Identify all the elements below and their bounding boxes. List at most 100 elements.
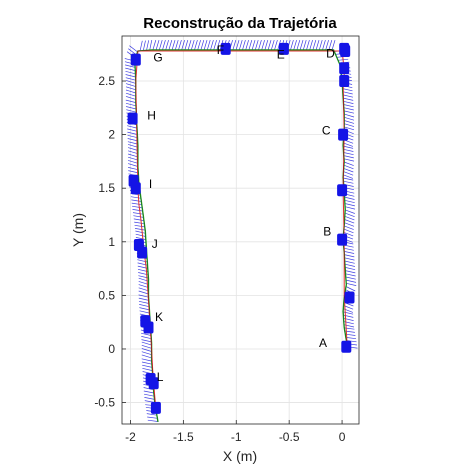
path-line bbox=[134, 49, 348, 422]
pose-arrow bbox=[132, 205, 143, 209]
pose-arrow bbox=[296, 40, 301, 50]
pose-arrow bbox=[143, 390, 154, 394]
pose-arrow bbox=[141, 361, 152, 365]
pose-arrow bbox=[344, 215, 355, 221]
pose-arrow bbox=[142, 367, 153, 371]
y-tick-label: 0 bbox=[108, 342, 115, 356]
pose-arrow bbox=[343, 155, 354, 159]
pose-arrow bbox=[134, 224, 145, 228]
pose-arrow bbox=[274, 40, 278, 50]
x-tick-label: -1.5 bbox=[173, 430, 194, 444]
pose-arrow bbox=[203, 40, 208, 50]
pose-arrow bbox=[345, 276, 356, 280]
pose-marker bbox=[220, 42, 231, 55]
pose-arrow bbox=[343, 100, 354, 104]
pose-marker bbox=[341, 340, 352, 353]
pose-arrow bbox=[128, 167, 139, 171]
pose-arrow bbox=[345, 270, 356, 274]
pose-arrow bbox=[264, 40, 269, 50]
pose-arrow bbox=[138, 287, 149, 292]
x-axis-label: X (m) bbox=[223, 448, 257, 464]
pose-arrow bbox=[141, 341, 152, 346]
pose-arrow bbox=[126, 106, 137, 110]
pose-arrow bbox=[125, 96, 136, 100]
pose-marker bbox=[338, 128, 349, 141]
pose-arrow bbox=[141, 358, 152, 362]
pose-arrow bbox=[235, 40, 240, 50]
pose-arrow bbox=[141, 351, 152, 356]
plot-frame bbox=[121, 35, 360, 425]
pose-arrow bbox=[213, 40, 217, 50]
pose-arrow bbox=[139, 304, 150, 308]
pose-arrow bbox=[127, 125, 138, 129]
pose-arrow bbox=[135, 230, 146, 234]
pose-arrow bbox=[345, 279, 357, 283]
waypoint-label: F bbox=[217, 43, 224, 57]
pose-arrow bbox=[344, 257, 355, 261]
pose-arrow bbox=[331, 40, 336, 50]
pose-arrow bbox=[325, 40, 329, 50]
x-tick-label: 0 bbox=[339, 430, 346, 444]
pose-arrow bbox=[130, 196, 142, 199]
pose-arrow bbox=[133, 218, 144, 221]
pose-arrow bbox=[245, 40, 249, 50]
pose-marker bbox=[127, 112, 138, 125]
pose-arrow bbox=[346, 340, 357, 343]
pose-arrow bbox=[344, 116, 355, 121]
y-tick-label: 2 bbox=[108, 128, 115, 142]
pose-arrow bbox=[345, 267, 356, 271]
pose-arrow bbox=[165, 40, 169, 50]
pose-arrow bbox=[135, 237, 146, 240]
pose-arrow bbox=[125, 99, 136, 103]
pose-arrow bbox=[343, 148, 354, 152]
pose-arrow bbox=[138, 284, 149, 288]
y-axis-label: Y (m) bbox=[70, 213, 86, 247]
pose-arrow bbox=[343, 177, 354, 181]
x-tick-label: -1 bbox=[231, 430, 242, 444]
pose-arrow bbox=[146, 413, 157, 416]
pose-arrow bbox=[299, 40, 304, 50]
pose-arrow bbox=[343, 142, 354, 147]
pose-arrow bbox=[178, 40, 182, 50]
pose-arrow bbox=[343, 110, 355, 114]
pose-arrow bbox=[141, 348, 152, 352]
pose-arrow bbox=[206, 40, 211, 50]
pose-arrow bbox=[343, 158, 355, 162]
pose-arrow bbox=[200, 40, 205, 50]
pose-arrow bbox=[142, 364, 153, 368]
pose-arrow bbox=[248, 40, 253, 50]
pose-arrow bbox=[343, 152, 354, 156]
axis-ticks: -2 -1.5 -1 -0.5 0 -0.5 0 0.5 1 1.5 2 2.5 bbox=[94, 74, 345, 444]
pose-arrow bbox=[134, 221, 145, 225]
x-tick-label: -0.5 bbox=[279, 430, 300, 444]
pose-arrow bbox=[138, 290, 149, 295]
pose-arrow bbox=[127, 134, 138, 139]
pose-arrow bbox=[216, 40, 221, 50]
pose-arrow bbox=[344, 120, 355, 124]
pose-marker bbox=[337, 184, 348, 197]
pose-arrow bbox=[168, 40, 173, 50]
pose-arrow bbox=[125, 74, 136, 78]
pose-markers bbox=[127, 42, 355, 414]
y-tick-label: -0.5 bbox=[94, 396, 115, 410]
pose-arrow bbox=[133, 215, 144, 218]
pose-marker bbox=[339, 42, 350, 55]
waypoint-label: K bbox=[155, 310, 163, 324]
pose-arrow bbox=[127, 131, 138, 135]
pose-arrow bbox=[138, 300, 150, 304]
pose-arrow bbox=[143, 387, 154, 391]
pose-arrow bbox=[187, 40, 192, 50]
pose-arrow bbox=[343, 231, 354, 237]
pose-arrow bbox=[302, 40, 307, 50]
pose-arrow bbox=[343, 247, 354, 251]
pose-arrow bbox=[190, 40, 195, 50]
pose-arrow bbox=[125, 77, 136, 81]
pose-arrow bbox=[126, 109, 137, 113]
pose-arrow bbox=[181, 40, 185, 50]
pose-arrow bbox=[344, 212, 355, 218]
pose-marker bbox=[278, 42, 289, 55]
pose-arrow bbox=[251, 40, 256, 50]
pose-arrow bbox=[147, 419, 158, 422]
pose-arrow bbox=[238, 40, 243, 50]
pose-arrow bbox=[125, 83, 136, 87]
